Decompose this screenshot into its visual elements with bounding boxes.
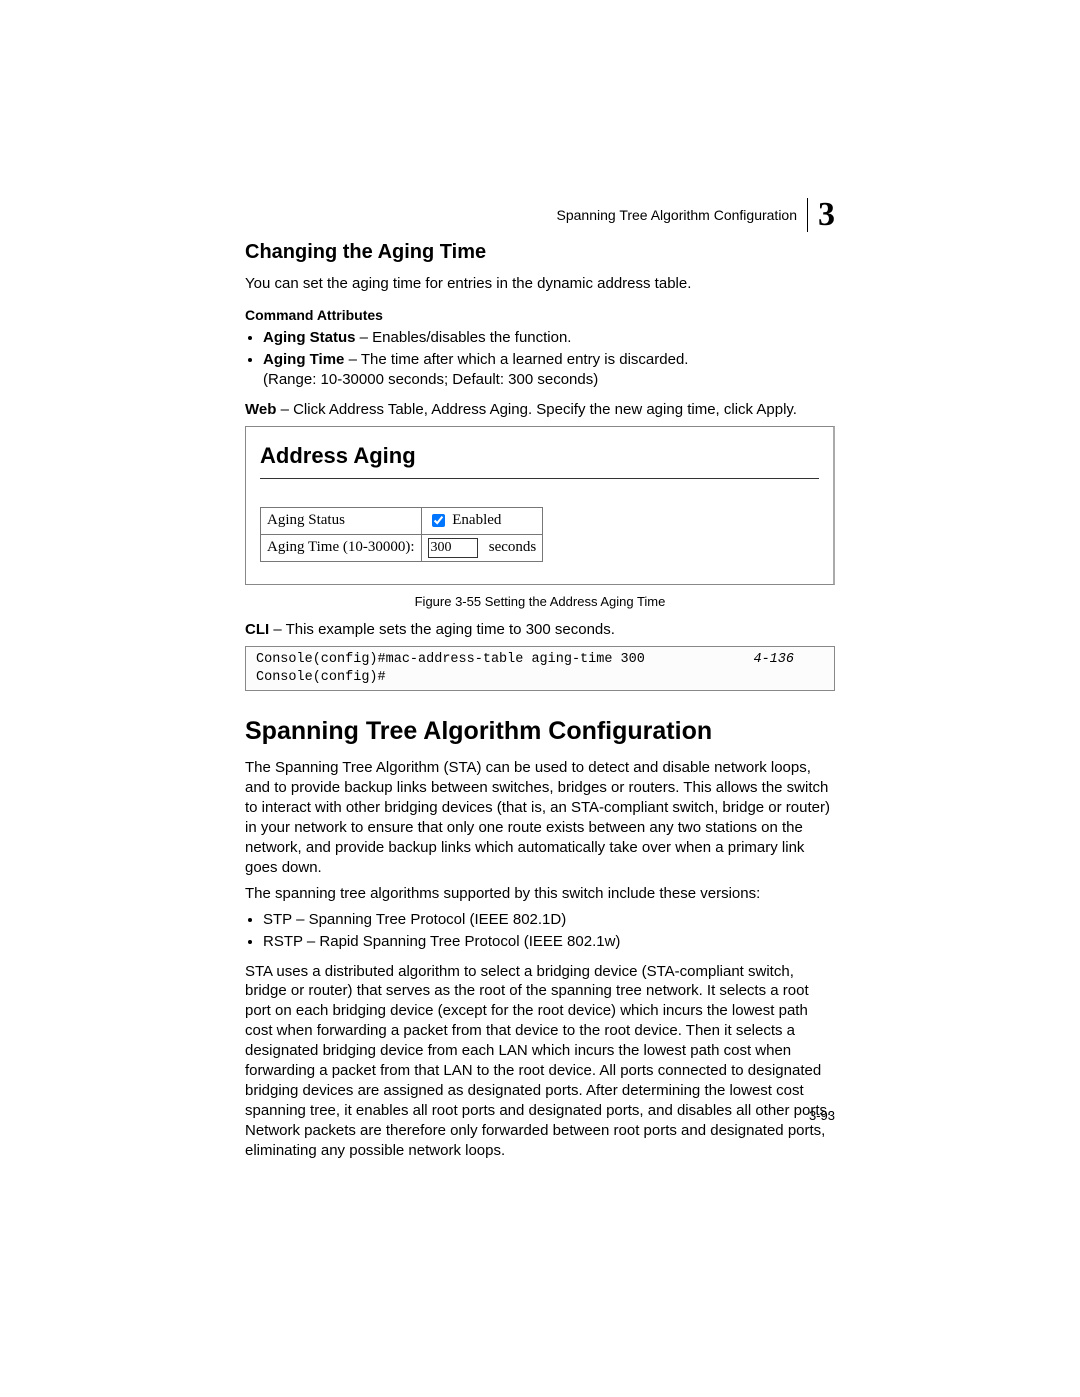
cli-label: CLI: [245, 621, 269, 638]
aging-table: Aging Status Enabled Aging Time (10-3000…: [260, 507, 543, 562]
attr-aging-status-label: Aging Status: [263, 329, 356, 346]
figure-divider: [260, 478, 819, 479]
page: Spanning Tree Algorithm Configuration 3 …: [0, 0, 1080, 1397]
cli-lead-text: – This example sets the aging time to 30…: [269, 621, 615, 638]
section-heading-aging: Changing the Aging Time: [245, 239, 835, 266]
cli-line1: Console(config)#mac-address-table aging-…: [256, 652, 645, 667]
sta-para2: The spanning tree algorithms supported b…: [245, 884, 835, 904]
aging-status-label-cell: Aging Status: [261, 508, 422, 535]
web-text: – Click Address Table, Address Aging. Sp…: [276, 401, 797, 418]
sta-bullet-stp: STP – Spanning Tree Protocol (IEEE 802.1…: [263, 910, 835, 930]
cli-lead: CLI – This example sets the aging time t…: [245, 620, 835, 640]
sta-bullet-rstp: RSTP – Rapid Spanning Tree Protocol (IEE…: [263, 932, 835, 952]
cli-example-box: Console(config)#mac-address-table aging-…: [245, 646, 835, 691]
attr-aging-time-text1: – The time after which a learned entry i…: [344, 351, 688, 368]
sta-para3: STA uses a distributed algorithm to sele…: [245, 962, 835, 1161]
chapter-number: 3: [807, 198, 835, 232]
attr-aging-status: Aging Status – Enables/disables the func…: [263, 328, 835, 348]
aging-status-value-cell: Enabled: [421, 508, 543, 535]
aging-time-label-cell: Aging Time (10-30000):: [261, 535, 422, 562]
attr-aging-time-label: Aging Time: [263, 351, 344, 368]
attr-aging-time: Aging Time – The time after which a lear…: [263, 350, 835, 390]
aging-status-checkbox-label: Enabled: [452, 512, 501, 528]
attr-aging-time-text2: (Range: 10-30000 seconds; Default: 300 s…: [263, 371, 598, 388]
intro-paragraph: You can set the aging time for entries i…: [245, 274, 835, 294]
figure-panel-title: Address Aging: [260, 441, 819, 470]
running-title: Spanning Tree Algorithm Configuration: [557, 207, 807, 223]
command-attributes-list: Aging Status – Enables/disables the func…: [245, 328, 835, 390]
web-label: Web: [245, 401, 276, 418]
content-area: Changing the Aging Time You can set the …: [245, 239, 835, 1161]
aging-time-unit: seconds: [489, 539, 537, 555]
aging-time-value-cell: seconds: [421, 535, 543, 562]
sta-versions-list: STP – Spanning Tree Protocol (IEEE 802.1…: [245, 910, 835, 952]
command-attributes-heading: Command Attributes: [245, 306, 835, 325]
web-instruction: Web – Click Address Table, Address Aging…: [245, 400, 835, 420]
figure-address-aging-panel: Address Aging Aging Status Enabled Aging…: [245, 426, 835, 585]
aging-time-input[interactable]: [428, 538, 478, 558]
running-header: Spanning Tree Algorithm Configuration 3: [557, 198, 835, 232]
cli-reference: 4-136: [753, 651, 794, 668]
sta-para1: The Spanning Tree Algorithm (STA) can be…: [245, 758, 835, 878]
cli-line2: Console(config)#: [256, 670, 386, 685]
section-heading-sta: Spanning Tree Algorithm Configuration: [245, 715, 835, 748]
page-number: 3-93: [809, 1108, 835, 1123]
aging-status-checkbox[interactable]: [432, 514, 445, 527]
aging-status-row: Aging Status Enabled: [261, 508, 543, 535]
aging-time-row: Aging Time (10-30000): seconds: [261, 535, 543, 562]
figure-caption: Figure 3-55 Setting the Address Aging Ti…: [245, 593, 835, 610]
attr-aging-status-text: – Enables/disables the function.: [356, 329, 572, 346]
